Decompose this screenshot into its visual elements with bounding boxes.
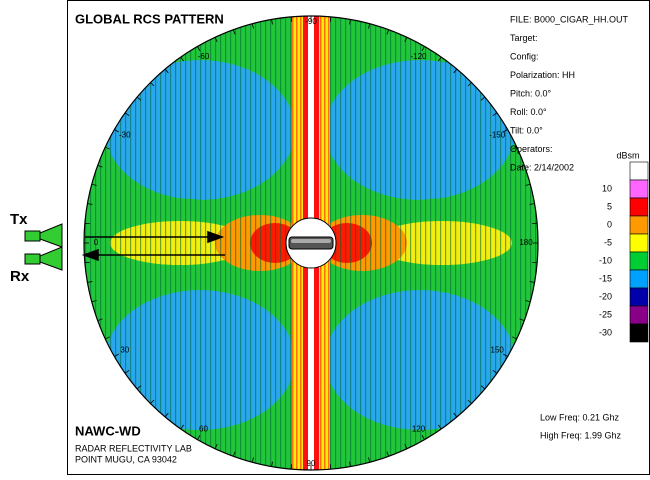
colorbar-cell [630,162,648,180]
colorbar-cell [630,288,648,306]
colorbar-tick-label: -25 [599,309,612,319]
org-line: RADAR REFLECTIVITY LAB [75,443,192,453]
horn-antennas [25,224,62,270]
freq-label: Low Freq: 0.21 Ghz [540,412,620,422]
org-line: POINT MUGU, CA 93042 [75,454,177,464]
colorbar-cell [630,324,648,342]
angle-label: 150 [491,346,505,355]
tx-label: Tx [10,211,28,228]
colorbar-cell [630,180,648,198]
angle-label: 60 [199,424,208,433]
angle-label: -60 [198,52,210,61]
rx-label: Rx [10,268,30,285]
info-line: FILE: B000_CIGAR_HH.OUT [510,14,629,24]
colorbar-tick-label: 10 [602,183,612,193]
info-line: Operators: [510,144,553,154]
info-line: Tilt: 0.0° [510,125,543,135]
info-line: Target: [510,33,538,43]
colorbar-tick-label: -15 [599,273,612,283]
angle-label: 180 [519,238,533,247]
angle-label: 0 [94,238,99,247]
colorbar-cell [630,252,648,270]
colorbar-tick-label: -30 [599,327,612,337]
colorbar-cell [630,270,648,288]
title: GLOBAL RCS PATTERN [75,11,224,26]
colorbar-tick-label: 0 [607,219,612,229]
colorbar-tick-label: 5 [607,201,612,211]
info-line: Config: [510,51,539,61]
rcs-screen: GLOBAL RCS PATTERN Tx Rx NAWC-WD RADAR R… [0,0,650,475]
colorbar-unit: dBsm [616,150,639,160]
colorbar-cell [630,306,648,324]
colorbar-cell [630,198,648,216]
info-line: Date: 2/14/2002 [510,162,574,172]
org-name: NAWC-WD [75,423,141,438]
angle-label: -30 [119,131,131,140]
freq-label: High Freq: 1.99 Ghz [540,430,622,440]
colorbar-cell [630,216,648,234]
angle-label: 120 [412,424,426,433]
angle-label: 30 [120,346,129,355]
info-line: Roll: 0.0° [510,107,547,117]
colorbar-tick-label: -10 [599,255,612,265]
colorbar-cell [630,234,648,252]
colorbar-tick-label: -20 [599,291,612,301]
angle-label: -120 [410,52,427,61]
info-line: Pitch: 0.0° [510,88,552,98]
info-line: Polarization: HH [510,70,575,80]
colorbar-tick-label: -5 [604,237,612,247]
